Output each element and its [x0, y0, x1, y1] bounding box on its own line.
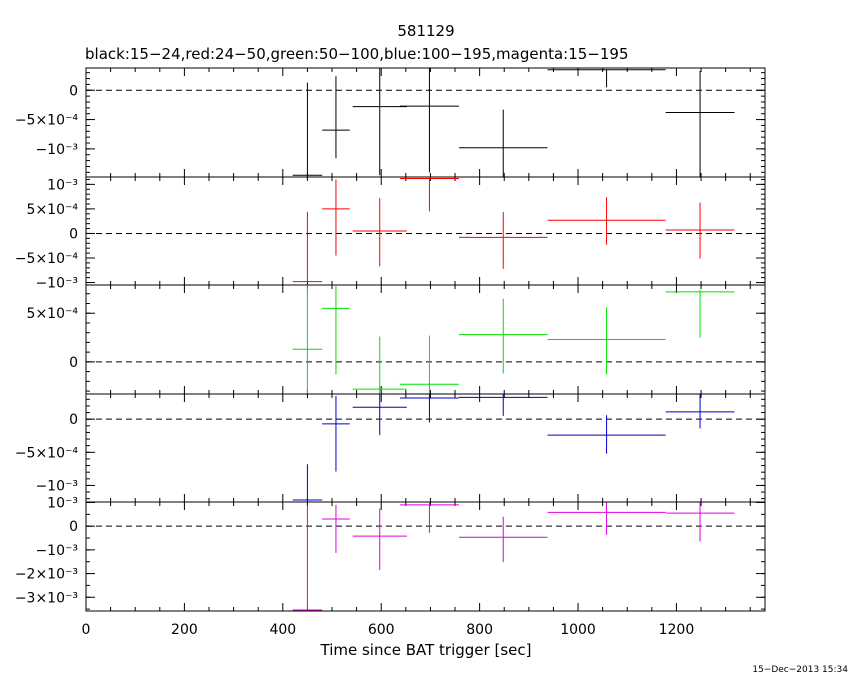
- y-tick-label: −5×10⁻⁴: [15, 251, 79, 267]
- data-point: [547, 197, 666, 245]
- data-point: [352, 394, 407, 436]
- y-tick-label: −5×10⁻⁴: [15, 445, 79, 461]
- y-tick-label: 5×10⁻⁴: [27, 202, 79, 218]
- data-point: [665, 202, 735, 259]
- y-tick-label: −10⁻³: [35, 276, 78, 292]
- data-point: [322, 504, 350, 553]
- data-point: [292, 82, 323, 176]
- data-point: [665, 394, 735, 429]
- panel-5: 10⁻³ 0 −10⁻³ −2×10⁻³ −3×10⁻³: [15, 495, 766, 612]
- y-tick-label: 0: [69, 519, 78, 535]
- data-point: [399, 68, 459, 173]
- y-tick-label: −5×10⁻⁴: [15, 113, 79, 129]
- data-point: [665, 502, 735, 542]
- panel-1: 0 −5×10⁻⁴ −10⁻³: [15, 67, 766, 178]
- data-point: [458, 516, 548, 563]
- data-point: [458, 109, 548, 177]
- data-point: [322, 76, 350, 159]
- data-point: [292, 285, 323, 394]
- data-point: [547, 502, 666, 535]
- y-tick-label: 0: [69, 83, 78, 99]
- panel-3: 5×10⁻⁴ 0: [27, 284, 766, 395]
- data-point: [399, 335, 459, 394]
- y-tick-label: −10⁻³: [35, 543, 78, 559]
- x-tick-label: 400: [269, 622, 296, 638]
- data-point: [665, 289, 735, 338]
- data-point: [322, 395, 350, 472]
- data-point: [547, 415, 666, 454]
- data-point: [292, 505, 323, 611]
- y-tick-label: 10⁻³: [47, 177, 78, 193]
- y-tick-label: 0: [69, 226, 78, 242]
- panel-frame: [85, 176, 766, 286]
- x-tick-label: 1000: [560, 622, 596, 638]
- data-point: [322, 285, 350, 375]
- panel-4: 0 −5×10⁻⁴ −10⁻³: [15, 393, 766, 503]
- chart-subtitle: black:15−24,red:24−50,green:50−100,blue:…: [85, 45, 629, 63]
- data-point: [292, 211, 323, 283]
- y-tick-label: 5×10⁻⁴: [27, 306, 79, 322]
- y-tick-label: −3×10⁻³: [15, 590, 78, 606]
- x-tick-label: 800: [466, 622, 493, 638]
- data-point: [292, 464, 323, 501]
- x-axis: 0 200 400 600 800 1000 1200: [82, 622, 695, 638]
- x-tick-label: 200: [171, 622, 198, 638]
- chart-title: 581129: [397, 22, 454, 40]
- data-point: [352, 336, 407, 394]
- panel-frame: [85, 67, 766, 178]
- timestamp: 15−Dec−2013 15:34: [752, 665, 848, 675]
- x-tick-label: 0: [82, 622, 91, 638]
- panel-2: 10⁻³ 5×10⁻⁴ 0 −5×10⁻⁴ −10⁻³: [15, 176, 766, 292]
- y-tick-label: 0: [69, 355, 78, 371]
- data-point: [399, 502, 459, 533]
- data-point: [352, 198, 407, 267]
- x-axis-label: Time since BAT trigger [sec]: [320, 641, 532, 659]
- data-point: [665, 70, 735, 177]
- data-point: [458, 394, 548, 416]
- panel-frame: [85, 501, 766, 612]
- data-point: [352, 508, 407, 571]
- data-point: [547, 69, 666, 88]
- data-point: [458, 298, 548, 374]
- data-point: [399, 177, 459, 212]
- x-tick-label: 600: [368, 622, 395, 638]
- data-point: [352, 68, 407, 176]
- x-tick-label: 1200: [659, 622, 695, 638]
- panel-group: 0−5×10⁻⁴−10⁻³10⁻³5×10⁻⁴0−5×10⁻⁴−10⁻³5×10…: [15, 67, 766, 612]
- y-tick-label: −2×10⁻³: [15, 567, 78, 583]
- y-tick-label: −10⁻³: [35, 478, 78, 494]
- panel-frame: [85, 393, 766, 503]
- y-tick-label: 10⁻³: [47, 495, 78, 511]
- y-tick-label: −10⁻³: [35, 142, 78, 158]
- data-point: [322, 179, 350, 256]
- data-point: [547, 307, 666, 375]
- data-point: [399, 394, 459, 423]
- y-tick-label: 0: [69, 412, 78, 428]
- data-point: [458, 211, 548, 269]
